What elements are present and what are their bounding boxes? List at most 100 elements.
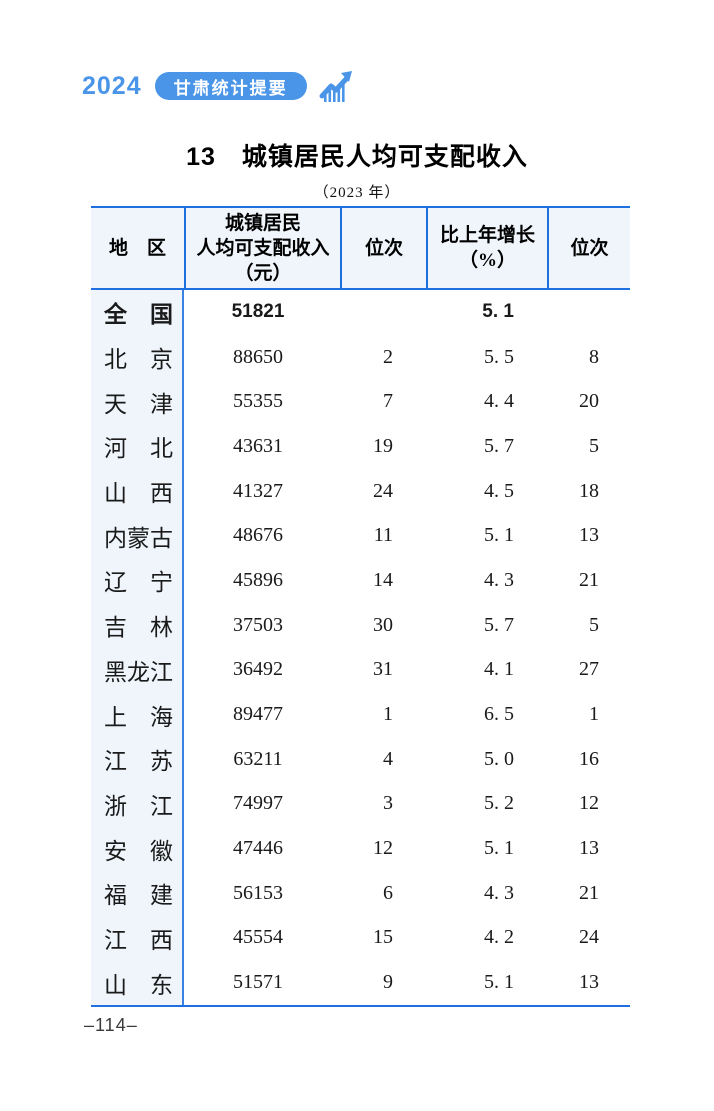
cell-region: 河 北 [91, 424, 184, 469]
column-header-rank2: 位次 [547, 208, 630, 288]
cell-region: 北 京 [91, 334, 184, 380]
cell-growth: 5. 5 [484, 345, 514, 368]
table-row-安徽: 安 徽 47446 12 5. 1 13 [91, 826, 630, 871]
cell-income: 63211 [233, 747, 283, 770]
cell-region: 内蒙古 [91, 513, 184, 559]
page-title: 13 城镇居民人均可支配收入 [186, 143, 528, 171]
cell-rank1: 3 [383, 792, 393, 815]
publication-badge: 甘肃统计提要 [154, 72, 307, 100]
cell-income: 74997 [233, 792, 283, 815]
cell-growth: 5. 0 [484, 747, 514, 770]
table-row-北京: 北 京 88650 2 5. 5 8 [91, 334, 630, 380]
cell-rank2: 8 [589, 345, 599, 368]
cell-rank1: 2 [383, 345, 393, 368]
page-number: –114– [84, 1015, 138, 1035]
cell-region: 山 西 [91, 468, 184, 514]
cell-growth: 4. 1 [484, 658, 514, 681]
cell-income: 45896 [233, 568, 283, 591]
table-header-row: 地 区城镇居民 人均可支配收入 （元） 位次 比上年增长 （%） 位次 [91, 206, 630, 290]
column-header-rank1: 位次 [340, 208, 426, 288]
cell-rank1: 9 [383, 971, 393, 994]
cell-region: 黑龙江 [91, 647, 184, 693]
cell-income: 55355 [233, 390, 283, 413]
cell-rank1: 15 [373, 926, 393, 949]
cell-rank1: 1 [383, 703, 393, 726]
cell-income: 41327 [233, 479, 283, 502]
table-row-黑龙江: 黑龙江 36492 31 4. 1 27 [91, 647, 630, 693]
cell-rank1: 11 [373, 524, 393, 547]
cell-rank2: 20 [579, 390, 599, 413]
cell-rank2: 16 [579, 747, 599, 770]
cell-rank1: 12 [373, 837, 393, 860]
cell-rank2: 12 [579, 792, 599, 815]
cell-growth: 5. 1 [484, 837, 514, 860]
cell-rank2: 27 [579, 658, 599, 681]
cell-growth: 4. 5 [484, 479, 514, 502]
cell-rank2: 18 [579, 479, 599, 502]
cell-rank2: 13 [579, 971, 599, 994]
cell-growth: 4. 4 [484, 390, 514, 413]
table-row-江西: 江 西 45554 15 4. 2 24 [91, 915, 630, 961]
cell-rank1: 4 [383, 747, 393, 770]
cell-rank1: 7 [383, 390, 393, 413]
cell-region: 天 津 [91, 379, 184, 425]
cell-income: 43631 [233, 434, 283, 457]
cell-income: 48676 [233, 524, 283, 547]
table-row-吉林: 吉 林 37503 30 5. 7 5 [91, 602, 630, 648]
cell-income: 36492 [233, 658, 283, 681]
income-table: 地 区城镇居民 人均可支配收入 （元） 位次 比上年增长 （%） 位次 全 国 51821 5.… [91, 206, 630, 1007]
cell-rank1: 31 [373, 658, 393, 681]
cell-rank2: 21 [579, 881, 599, 904]
cell-growth: 5. 2 [484, 792, 514, 815]
table-row-福建: 福 建 56153 6 4. 3 21 [91, 870, 630, 916]
cell-rank1: 19 [373, 434, 393, 457]
table-row-天津: 天 津 55355 7 4. 4 20 [91, 379, 630, 425]
cell-growth: 4. 3 [484, 881, 514, 904]
cell-growth: 5. 7 [484, 613, 514, 636]
page-subtitle: （2023 年） [313, 185, 401, 201]
table-row-江苏: 江 苏 63211 4 5. 0 16 [91, 736, 630, 782]
cell-rank2: 13 [579, 524, 599, 547]
cell-region: 安 徽 [91, 826, 184, 871]
cell-region: 江 苏 [91, 736, 184, 782]
cell-rank1: 14 [373, 568, 393, 591]
cell-region: 吉 林 [91, 602, 184, 648]
edition-year: 2024 [82, 71, 142, 100]
table-row-山西: 山 西 41327 24 4. 5 18 [91, 468, 630, 514]
column-header-region: 地 区 [108, 237, 166, 259]
table-row-内蒙古: 内蒙古 48676 11 5. 1 13 [91, 513, 630, 559]
cell-growth: 4. 3 [484, 568, 514, 591]
cell-rank1: 24 [373, 479, 393, 502]
cell-rank1: 6 [383, 881, 393, 904]
table-row-河北: 河 北 43631 19 5. 7 5 [91, 424, 630, 469]
cell-region: 上 海 [91, 692, 184, 737]
cell-income: 47446 [233, 837, 283, 860]
cell-growth: 5. 1 [484, 971, 514, 994]
cell-rank2: 1 [589, 703, 599, 726]
column-header-income: 城镇居民 人均可支配收入 （元） [184, 208, 340, 288]
cell-income: 51571 [233, 971, 283, 994]
cell-region: 山 东 [91, 960, 184, 1005]
cell-income: 45554 [233, 926, 283, 949]
cell-income: 56153 [233, 881, 283, 904]
cell-rank2: 5 [589, 434, 599, 457]
cell-growth: 6. 5 [484, 703, 514, 726]
column-header-growth: 比上年增长 （%） [426, 208, 547, 288]
cell-region: 全 国 [91, 290, 184, 335]
trend-chart-icon [319, 71, 352, 102]
cell-region: 福 建 [91, 870, 184, 916]
cell-income: 88650 [233, 345, 283, 368]
cell-growth: 5. 1 [484, 524, 514, 547]
cell-income: 51821 [231, 301, 285, 323]
cell-income: 89477 [233, 703, 283, 726]
cell-rank2: 13 [579, 837, 599, 860]
table-row-全国: 全 国 51821 5. 1 [91, 290, 630, 335]
cell-growth: 4. 2 [484, 926, 514, 949]
cell-region: 江 西 [91, 915, 184, 961]
table-row-辽宁: 辽 宁 45896 14 4. 3 21 [91, 558, 630, 603]
brand-header: 2024 甘肃统计提要 [82, 66, 353, 106]
cell-rank2: 5 [589, 613, 599, 636]
table-row-山东: 山 东 51571 9 5. 1 13 [91, 960, 630, 1005]
